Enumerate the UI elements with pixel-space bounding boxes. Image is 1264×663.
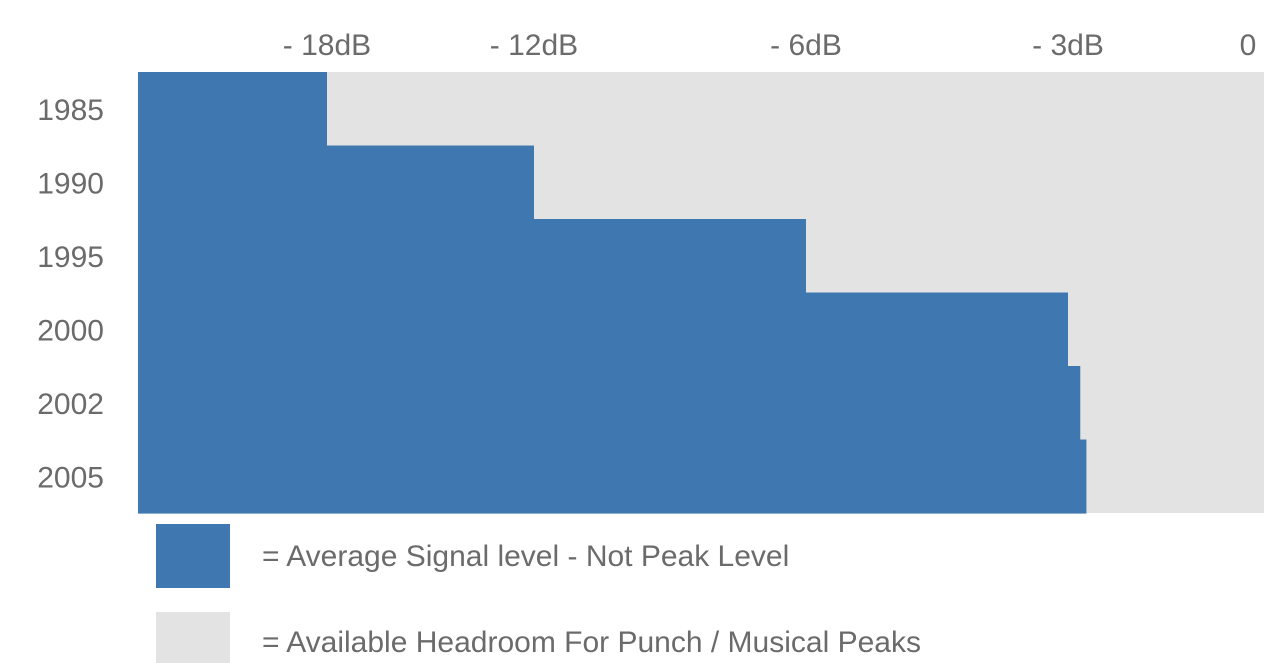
x-tick-label: - 3dB [1032,29,1104,62]
legend-swatch-available-headroom [156,612,230,663]
y-tick-label: 2005 [37,461,104,494]
x-axis-ticks: - 18dB - 12dB - 6dB - 3dB 0 [283,29,1257,62]
y-tick-label: 1995 [37,241,104,274]
legend-label-available-headroom: = Available Headroom For Punch / Musical… [262,626,921,659]
legend-swatch-average-signal [156,524,230,588]
signal-bar-2000 [138,292,1068,367]
y-tick-label: 2000 [37,314,104,347]
signal-bar-1990 [138,145,534,220]
x-tick-label: - 12dB [490,29,578,62]
x-tick-label: 0 [1240,29,1257,62]
signal-bar-1985 [138,72,327,147]
y-tick-label: 1990 [37,167,104,200]
signal-bar-2005 [138,439,1087,514]
x-tick-label: - 6dB [770,29,842,62]
y-tick-label: 2002 [37,388,104,421]
x-tick-label: - 18dB [283,29,371,62]
legend: = Average Signal level - Not Peak Level … [156,524,921,663]
signal-bar-1995 [138,219,806,294]
y-axis-ticks: 1985 1990 1995 2000 2002 2005 [37,94,104,495]
y-tick-label: 1985 [37,94,104,127]
legend-label-average-signal: = Average Signal level - Not Peak Level [262,540,789,573]
signal-bar-2002 [138,366,1081,441]
plot-area [138,72,1264,514]
